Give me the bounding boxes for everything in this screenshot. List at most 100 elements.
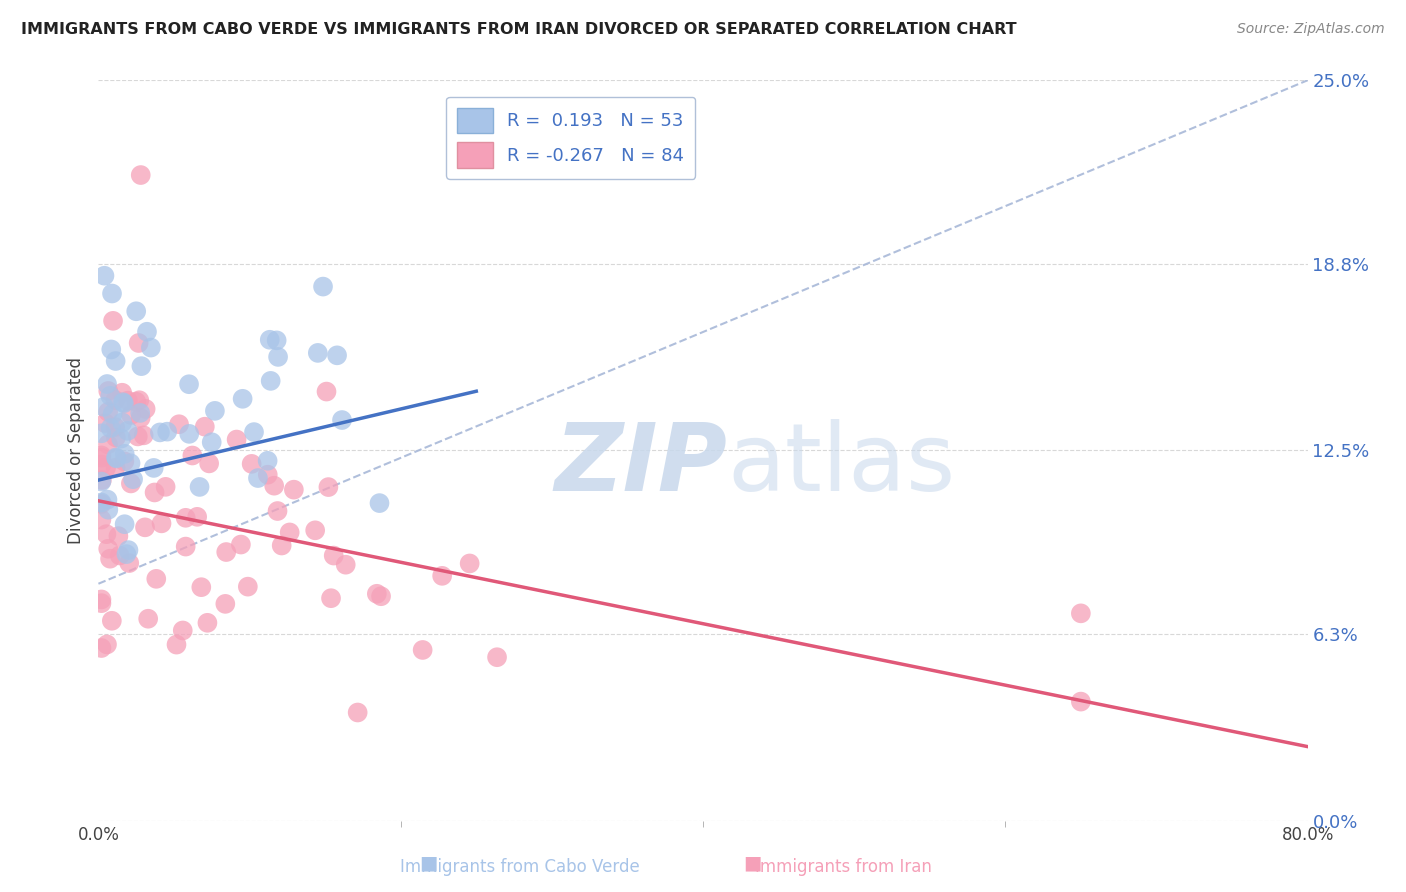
Point [107, 529, 129, 543]
Point [322, 549, 344, 563]
Point [266, 504, 288, 518]
Point [117, 393, 139, 408]
Point [139, 341, 162, 355]
Point [214, 597, 236, 611]
Point [101, 407, 124, 421]
Point [90, 449, 112, 463]
Point [94, 416, 117, 430]
Point [112, 454, 135, 468]
Point [155, 480, 177, 494]
Point [129, 406, 152, 420]
Point [120, 476, 142, 491]
Point [104, 420, 127, 434]
Point [179, 426, 201, 441]
Point [156, 425, 179, 439]
Point [278, 525, 301, 540]
Point [90, 458, 112, 472]
Point [145, 572, 167, 586]
Text: ZIP: ZIP [554, 419, 727, 511]
Point [97, 437, 120, 451]
Point [100, 343, 122, 357]
Point [101, 286, 124, 301]
Point [188, 480, 211, 494]
Point [112, 396, 135, 410]
Point [150, 516, 173, 531]
Point [111, 385, 134, 400]
Point [143, 485, 166, 500]
Text: ■: ■ [419, 854, 439, 872]
Point [304, 524, 326, 538]
Point [204, 404, 226, 418]
Point [174, 540, 197, 554]
Point [104, 393, 127, 408]
Text: Source: ZipAtlas.com: Source: ZipAtlas.com [1237, 22, 1385, 37]
Point [166, 638, 188, 652]
Point [90, 426, 112, 441]
Point [96, 492, 118, 507]
Text: IMMIGRANTS FROM CABO VERDE VS IMMIGRANTS FROM IRAN DIVORCED OR SEPARATED CORRELA: IMMIGRANTS FROM CABO VERDE VS IMMIGRANTS… [21, 22, 1017, 37]
Point [120, 456, 142, 470]
Point [1070, 607, 1092, 621]
Point [194, 419, 217, 434]
Point [90, 592, 112, 607]
Text: ■: ■ [742, 854, 762, 872]
Point [125, 394, 148, 409]
Point [267, 350, 290, 364]
Point [335, 558, 357, 572]
Point [266, 334, 288, 348]
Point [412, 643, 434, 657]
Point [98, 551, 121, 566]
Point [93, 268, 115, 283]
Point [458, 557, 481, 571]
Point [96, 637, 118, 651]
Point [283, 483, 305, 497]
Point [118, 556, 141, 570]
Point [1070, 695, 1092, 709]
Point [93, 400, 115, 414]
Point [114, 517, 136, 532]
Point [135, 401, 157, 416]
Point [90, 640, 112, 655]
Point [366, 587, 388, 601]
Point [90, 450, 112, 465]
Point [318, 480, 340, 494]
Point [243, 425, 266, 439]
Point [131, 359, 153, 373]
Point [136, 325, 159, 339]
Point [229, 537, 252, 551]
Point [90, 596, 112, 610]
Point [167, 417, 190, 432]
Point [190, 580, 212, 594]
Point [111, 395, 134, 409]
Point [270, 539, 292, 553]
Legend: R =  0.193   N = 53, R = -0.267   N = 84: R = 0.193 N = 53, R = -0.267 N = 84 [446, 96, 695, 178]
Point [172, 624, 194, 638]
Point [132, 428, 155, 442]
Point [181, 449, 204, 463]
Point [90, 512, 112, 526]
Point [98, 389, 121, 403]
Point [246, 471, 269, 485]
Point [114, 447, 136, 461]
Point [105, 450, 128, 465]
Point [97, 405, 120, 419]
Point [117, 543, 139, 558]
Point [256, 454, 278, 468]
Point [134, 520, 156, 534]
Point [90, 475, 112, 489]
Text: atlas: atlas [727, 419, 956, 511]
Point [101, 314, 124, 328]
Point [90, 473, 112, 487]
Y-axis label: Divorced or Separated: Divorced or Separated [67, 357, 86, 544]
Point [370, 589, 392, 603]
Point [174, 510, 197, 524]
Point [120, 408, 142, 422]
Point [315, 384, 337, 399]
Point [486, 650, 509, 665]
Point [104, 430, 127, 444]
Point [129, 411, 152, 425]
Point [108, 549, 131, 563]
Point [97, 384, 120, 398]
Point [101, 614, 124, 628]
Point [201, 435, 224, 450]
